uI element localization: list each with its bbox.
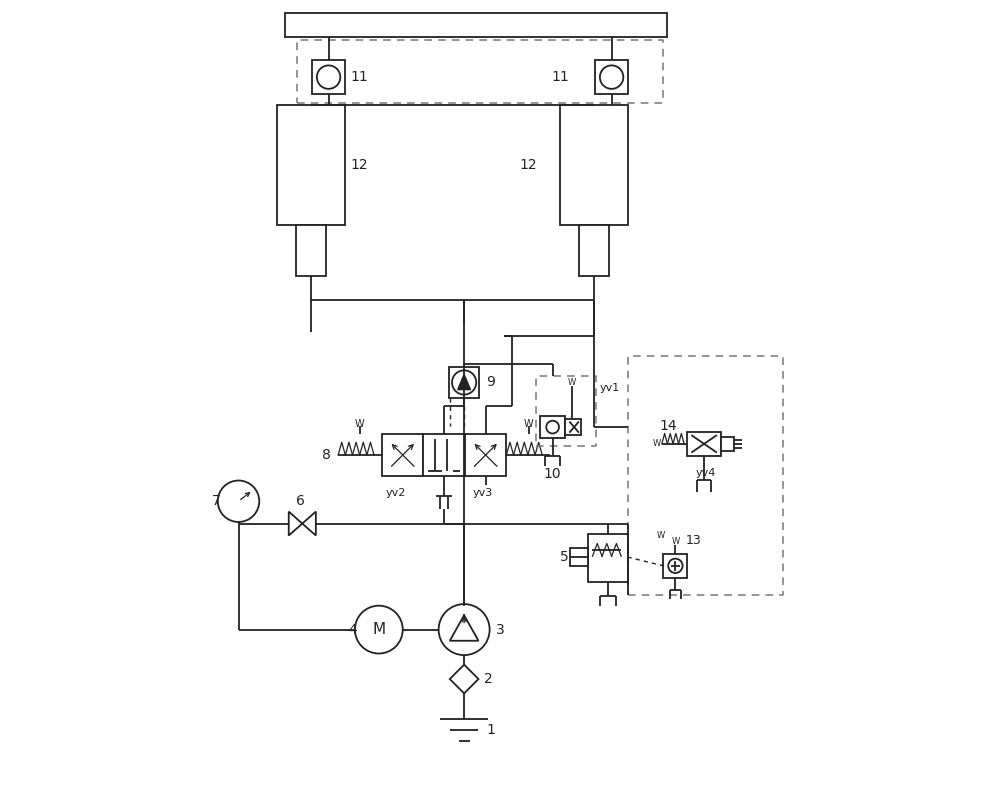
Bar: [277, 105, 345, 225]
Bar: [423, 434, 465, 476]
Bar: [540, 416, 565, 438]
Circle shape: [546, 421, 559, 434]
Circle shape: [668, 558, 683, 573]
Text: 2: 2: [484, 672, 493, 686]
Bar: [663, 554, 687, 578]
Text: W: W: [671, 538, 680, 546]
Text: yv3: yv3: [473, 488, 493, 498]
Bar: [312, 60, 345, 94]
Bar: [687, 432, 721, 456]
Text: 13: 13: [686, 534, 702, 547]
Text: 5: 5: [560, 550, 569, 564]
Text: 6: 6: [296, 494, 305, 508]
Text: W: W: [355, 419, 365, 429]
Text: 14: 14: [659, 418, 677, 433]
Circle shape: [317, 66, 340, 89]
Polygon shape: [450, 615, 478, 641]
Text: 7: 7: [211, 494, 220, 508]
Text: 9: 9: [486, 375, 495, 390]
Text: 11: 11: [551, 70, 569, 84]
Text: yv1: yv1: [600, 383, 620, 393]
Bar: [595, 60, 628, 94]
Bar: [588, 534, 628, 582]
Bar: [465, 434, 506, 476]
Text: yv2: yv2: [385, 488, 406, 498]
Text: M: M: [372, 622, 385, 637]
Bar: [721, 437, 734, 451]
Bar: [285, 14, 667, 38]
Polygon shape: [458, 374, 471, 390]
Text: 12: 12: [351, 158, 369, 172]
Text: W: W: [568, 378, 576, 387]
Text: 10: 10: [544, 467, 561, 481]
Text: 8: 8: [322, 448, 331, 462]
Text: W: W: [524, 419, 534, 429]
Text: 4: 4: [349, 622, 357, 637]
Text: 3: 3: [496, 622, 505, 637]
Text: 11: 11: [351, 70, 369, 84]
Bar: [579, 225, 609, 277]
Circle shape: [452, 370, 476, 394]
Bar: [449, 367, 479, 398]
Circle shape: [355, 606, 403, 654]
Bar: [382, 434, 423, 476]
Bar: [570, 548, 588, 566]
Bar: [296, 225, 326, 277]
Circle shape: [600, 66, 623, 89]
Circle shape: [218, 481, 259, 522]
Text: W: W: [653, 439, 661, 448]
Bar: [565, 419, 581, 435]
Text: yv4: yv4: [695, 468, 716, 478]
Bar: [560, 105, 628, 225]
Text: 1: 1: [486, 723, 495, 737]
Text: 12: 12: [520, 158, 538, 172]
Circle shape: [439, 604, 490, 655]
Text: W: W: [657, 531, 665, 540]
